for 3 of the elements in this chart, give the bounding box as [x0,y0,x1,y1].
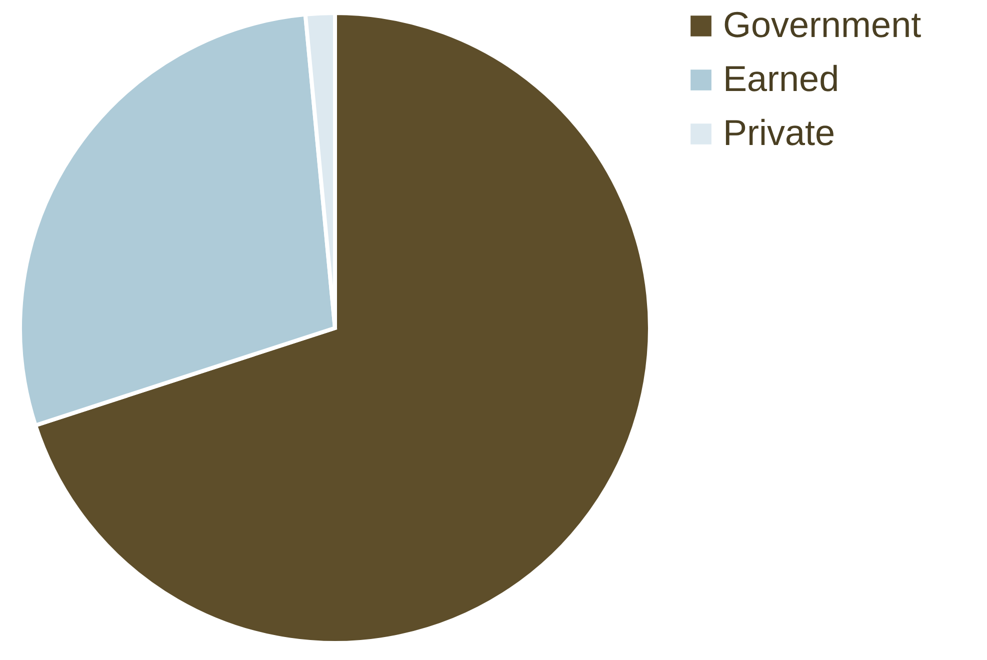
legend-label: Earned [723,58,840,99]
legend-label: Government [723,4,922,45]
legend-label: Private [723,112,836,153]
